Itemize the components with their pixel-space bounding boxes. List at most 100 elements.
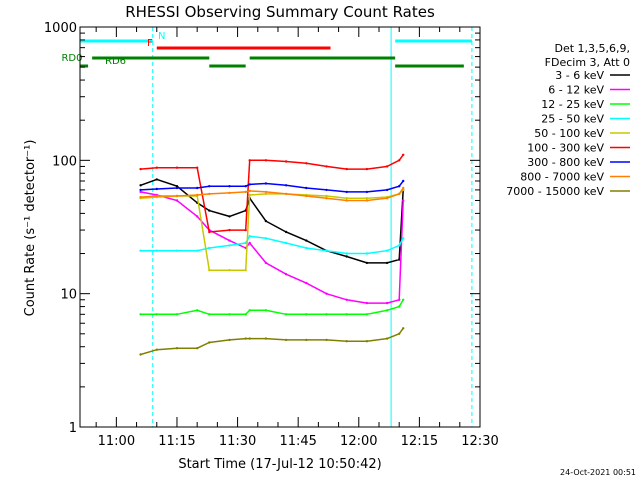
series-7-point-16 <box>402 186 405 190</box>
series-6-point-13 <box>365 190 369 194</box>
series-8-point-13 <box>365 340 369 343</box>
series-2-point-3 <box>196 309 199 312</box>
legend-header-line-2: FDecim 3, Att 0 <box>545 56 630 69</box>
series-6-point-0 <box>139 188 142 192</box>
series-8-point-3 <box>196 347 199 350</box>
series-5-point-11 <box>325 165 328 168</box>
series-3-point-9 <box>284 241 288 245</box>
series-4-point-4 <box>208 269 211 272</box>
series-1-point-7 <box>248 241 251 245</box>
series-5-point-9 <box>284 160 288 163</box>
series-6-point-7 <box>248 183 251 186</box>
series-8-point-9 <box>284 338 288 342</box>
y-tick-label-2: 100 <box>52 154 77 169</box>
series-6-point-6 <box>244 185 247 188</box>
series-6-point-5 <box>228 185 231 188</box>
series-7-point-0 <box>139 195 142 199</box>
series-2-point-16 <box>402 298 405 301</box>
series-6-point-2 <box>175 186 179 190</box>
series-6-point-3 <box>196 186 199 190</box>
series-7-point-8 <box>264 190 268 194</box>
series-1-point-15 <box>398 298 401 301</box>
series-7-point-4 <box>208 192 211 196</box>
x-tick-label-5: 12:15 <box>401 434 438 449</box>
y-tick-label-1: 10 <box>60 288 77 303</box>
series-3-point-16 <box>402 237 405 240</box>
series-3-point-8 <box>264 237 268 240</box>
plot-frame <box>79 26 481 428</box>
series-5-point-8 <box>264 159 268 162</box>
axes: 1 10 100 1000 11:00 11:15 11:30 11:45 12:00 12:15… <box>44 21 499 449</box>
flag-label-rd0: RD0 <box>61 53 82 64</box>
x-tick-label-4: 12:00 <box>340 434 377 449</box>
series-8-point-0 <box>139 353 142 356</box>
x-tick-label-3: 11:45 <box>279 434 316 449</box>
series-1-point-2 <box>175 199 179 202</box>
y-tick-label-3: 1000 <box>44 21 77 36</box>
x-axis-label: Start Time (17-Jul-12 10:50:42) <box>178 457 381 472</box>
series-7-point-11 <box>325 197 328 200</box>
series-0-point-2 <box>175 185 179 188</box>
series-6-point-10 <box>305 186 308 190</box>
series-3-point-2 <box>175 249 179 252</box>
series-3-point-4 <box>208 246 211 250</box>
x-tick-label-6: 12:30 <box>461 434 498 449</box>
series-8-point-8 <box>264 337 268 340</box>
legend-label-5: 100 - 300 keV <box>527 142 604 155</box>
series-0-point-4 <box>208 209 211 212</box>
series-line-6 <box>140 180 404 193</box>
series-2-point-0 <box>139 313 142 316</box>
series-7-point-12 <box>345 199 348 202</box>
legend-label-3: 25 - 50 keV <box>541 113 604 126</box>
series-0-point-10 <box>305 239 308 242</box>
series-2-point-10 <box>305 313 308 316</box>
y-tick-label-0: 1 <box>69 421 77 436</box>
series-6-point-9 <box>284 184 288 187</box>
series-5-point-10 <box>305 162 308 165</box>
series-2-point-8 <box>264 309 268 312</box>
series-7-point-9 <box>284 192 288 196</box>
series-7-point-13 <box>365 199 369 202</box>
series-6-point-14 <box>385 188 389 192</box>
legend-label-0: 3 - 6 keV <box>555 69 604 82</box>
series-1-point-13 <box>365 301 369 305</box>
series-6-point-12 <box>345 190 348 194</box>
series-8-point-14 <box>385 337 389 340</box>
series-0-point-8 <box>264 219 268 223</box>
series-0-point-0 <box>139 184 142 187</box>
legend-label-4: 50 - 100 keV <box>534 127 604 140</box>
series-0-point-5 <box>228 215 231 218</box>
series-8-point-1 <box>155 348 158 351</box>
series-7-point-1 <box>155 194 158 198</box>
series-1-point-8 <box>264 261 268 265</box>
series-7-point-10 <box>305 194 308 198</box>
series-0-point-12 <box>345 255 348 258</box>
series-0-point-9 <box>284 230 288 234</box>
series-4-point-5 <box>228 269 231 272</box>
series-3-point-3 <box>196 249 199 252</box>
series-7-point-15 <box>398 192 401 196</box>
series-2-point-15 <box>398 305 401 308</box>
series-4-point-12 <box>345 197 348 200</box>
series-2-point-12 <box>345 313 348 316</box>
flag-label-n: N <box>158 31 165 42</box>
series-2-point-1 <box>155 313 158 316</box>
flag-label-f: F <box>147 38 153 49</box>
series-4-point-7 <box>248 193 251 197</box>
series-3-point-5 <box>228 244 231 247</box>
series-1-point-5 <box>228 239 231 242</box>
series-5-point-16 <box>402 153 405 156</box>
series-3-point-15 <box>398 244 401 247</box>
series-1-point-14 <box>385 301 389 305</box>
series-2-point-11 <box>325 313 328 316</box>
series-8-point-15 <box>398 332 401 335</box>
series-5-point-6 <box>244 228 247 232</box>
series-5-point-7 <box>248 159 251 162</box>
series-3-point-0 <box>139 249 142 252</box>
series-7-point-2 <box>175 194 179 198</box>
series-3-point-6 <box>244 241 247 245</box>
series-8-point-11 <box>325 338 328 342</box>
series-6-point-4 <box>208 185 211 188</box>
chart-title: RHESSI Observing Summary Count Rates <box>125 3 435 21</box>
